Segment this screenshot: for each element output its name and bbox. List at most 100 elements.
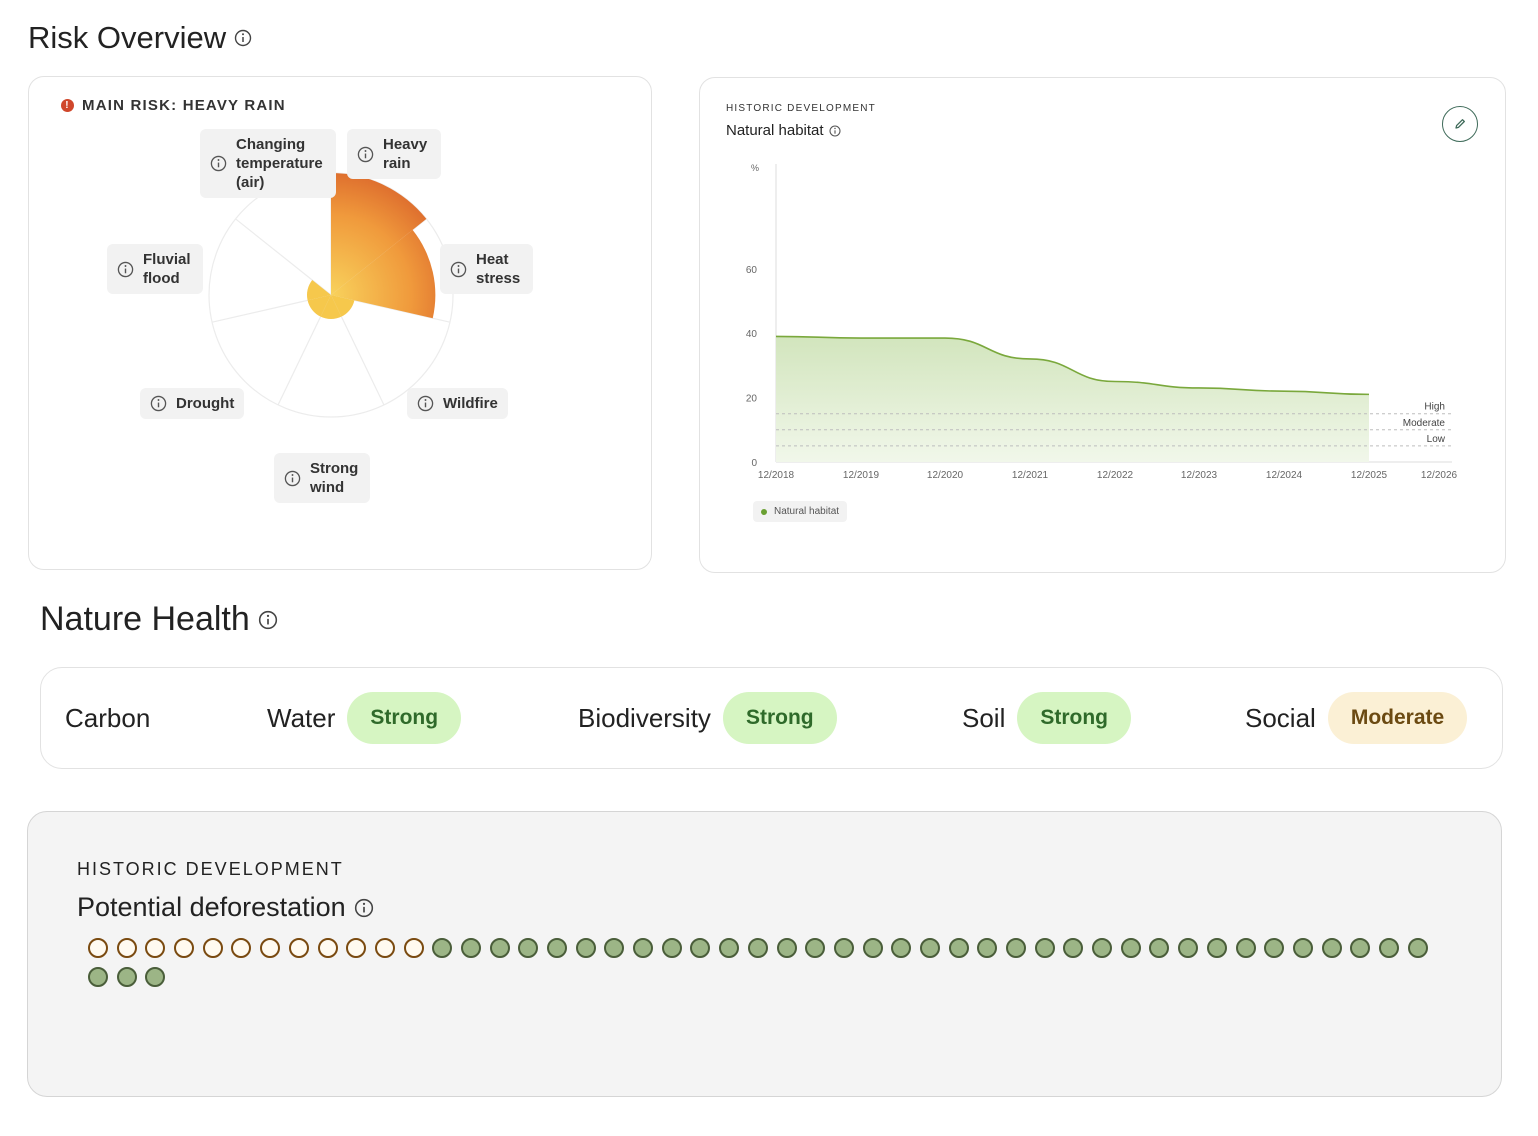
info-icon[interactable]: [354, 898, 374, 918]
info-icon: [417, 395, 434, 412]
legend-label: Natural habitat: [774, 506, 840, 517]
deforestation-dot-filled: [690, 938, 711, 958]
chart-x-tick-label: 12/2024: [1266, 470, 1303, 481]
deforestation-dot-filled: [547, 938, 567, 958]
risk-label-text: Changing temperature (air): [236, 136, 323, 191]
risk-label-text: Heat stress: [476, 251, 521, 287]
chart-y-tick-label: 0: [751, 458, 757, 469]
nature-health-item-carbon[interactable]: Carbon: [65, 668, 150, 768]
risk-label-changing-temperature[interactable]: Changing temperature (air): [200, 129, 336, 198]
main-risk-label: MAIN RISK: HEAVY RAIN: [82, 97, 286, 114]
deforestation-dot-filled: [833, 938, 854, 958]
deforestation-dot-filled: [661, 938, 682, 958]
edit-button[interactable]: [1442, 106, 1478, 142]
deforestation-dot-filled: [489, 938, 510, 958]
deforestation-dot-filled: [1006, 938, 1026, 958]
deforestation-dot-filled: [948, 938, 969, 958]
chart-legend-item[interactable]: Natural habitat: [753, 501, 848, 522]
deforestation-dot-outlined: [260, 938, 281, 958]
deforestation-dot-filled: [1120, 938, 1141, 958]
nature-health-item-biodiversity[interactable]: Biodiversity Strong: [578, 668, 837, 768]
status-badge: Strong: [1017, 692, 1132, 744]
pencil-icon: [1455, 119, 1465, 129]
nature-health-title-text: Nature Health: [40, 600, 250, 638]
risk-label-text: Heavy rain: [383, 136, 428, 172]
deforestation-dot-outlined: [116, 938, 137, 958]
deforestation-dot-outlined: [202, 938, 223, 958]
risk-label-text: Fluvial flood: [143, 251, 191, 287]
deforestation-dot-outlined: [145, 938, 166, 958]
deforestation-dot-filled: [1149, 938, 1170, 958]
deforestation-dot-filled: [891, 938, 912, 958]
risk-label-strong-wind[interactable]: Strong wind: [274, 453, 370, 503]
nature-health-item-water[interactable]: Water Strong: [267, 668, 462, 768]
risk-label-text: Wildfire: [443, 395, 498, 412]
status-badge: Strong: [722, 692, 837, 744]
deforestation-dot-filled: [805, 938, 826, 958]
deforestation-dot-filled: [862, 938, 883, 958]
info-icon[interactable]: [829, 124, 841, 137]
info-icon: [450, 261, 467, 277]
natural-habitat-area-chart: High Moderate Low 0 20 40 60% 12/2018 12/2019 12…: [746, 163, 1458, 481]
risk-label-heavy-rain[interactable]: Heavy rain: [347, 129, 441, 179]
chart-y-tick-label: 20: [746, 394, 758, 405]
chart-eyebrow: HISTORIC DEVELOPMENT: [726, 103, 876, 114]
chart-series-line: [775, 335, 1370, 396]
deforestation-dot-outlined: [317, 938, 338, 958]
deforestation-dot-outlined: [346, 938, 367, 958]
nature-health-label: Biodiversity: [578, 702, 711, 733]
deforestation-dot-filled: [432, 938, 453, 958]
risk-label-fluvial-flood[interactable]: Fluvial flood: [107, 244, 203, 294]
deforestation-dot-filled: [1350, 938, 1371, 958]
deforestation-dot-filled: [719, 938, 740, 958]
chart-threshold-label: Moderate: [1403, 418, 1446, 429]
natural-habitat-card: HISTORIC DEVELOPMENT Natural habitat Hig…: [699, 77, 1506, 573]
radar-sector: [331, 229, 436, 319]
deforestation-dot-outlined: [174, 938, 195, 958]
chart-x-tick-label: 12/2018: [758, 470, 795, 481]
nature-health-label: Soil: [962, 702, 1006, 733]
info-icon: [117, 261, 134, 277]
deforestation-dot-filled: [1206, 938, 1227, 958]
deforestation-title-text: Potential deforestation: [77, 892, 346, 922]
chart-x-tick-label: 12/2021: [1012, 470, 1049, 481]
deforestation-dot-filled: [1407, 938, 1428, 958]
chart-threshold-label: Low: [1427, 434, 1446, 445]
deforestation-dot-filled: [88, 967, 108, 987]
radar-sector: [320, 295, 342, 319]
info-icon[interactable]: [234, 29, 252, 47]
info-icon: [357, 146, 374, 162]
info-icon[interactable]: [258, 610, 278, 630]
chart-x-tick-label: 12/2023: [1181, 470, 1218, 481]
radar-sector: [331, 173, 427, 295]
nature-health-label: Carbon: [65, 702, 151, 733]
deforestation-dot-filled: [747, 938, 768, 958]
chart-x-tick-label: 12/2022: [1097, 470, 1134, 481]
deforestation-dot-filled: [1378, 938, 1399, 958]
deforestation-dot-filled: [1034, 938, 1055, 958]
chart-y-tick-label: %: [751, 163, 759, 173]
deforestation-dot-filled: [460, 938, 481, 958]
chart-title: Natural habitat: [726, 122, 841, 139]
deforestation-dot-outlined: [288, 938, 309, 958]
risk-label-text: Strong wind: [310, 460, 359, 496]
info-icon: [210, 155, 227, 172]
nature-health-label: Water: [267, 702, 336, 733]
chart-y-tick-label: 60: [746, 265, 758, 276]
deforestation-dot-filled: [116, 967, 137, 987]
risk-overview-title: Risk Overview: [28, 20, 252, 56]
risk-overview-card: ! MAIN RISK: HEAVY RAIN Changing tempera…: [28, 76, 652, 570]
deforestation-dot-filled: [1178, 938, 1199, 958]
chart-x-tick-label: 12/2019: [843, 470, 880, 481]
nature-health-item-soil[interactable]: Soil Strong: [962, 668, 1132, 768]
risk-label-heat-stress[interactable]: Heat stress: [440, 244, 533, 294]
deforestation-dot-filled: [1092, 938, 1113, 958]
risk-label-wildfire[interactable]: Wildfire: [407, 388, 508, 419]
chart-x-tick-label: 12/2025: [1351, 470, 1388, 481]
risk-label-drought[interactable]: Drought: [140, 388, 245, 419]
deforestation-dot-filled: [1063, 938, 1084, 958]
legend-dot: [761, 508, 767, 515]
nature-health-item-social[interactable]: Social Moderate: [1245, 668, 1468, 768]
deforestation-dot-filled: [919, 938, 940, 958]
radar-sector: [331, 295, 355, 317]
